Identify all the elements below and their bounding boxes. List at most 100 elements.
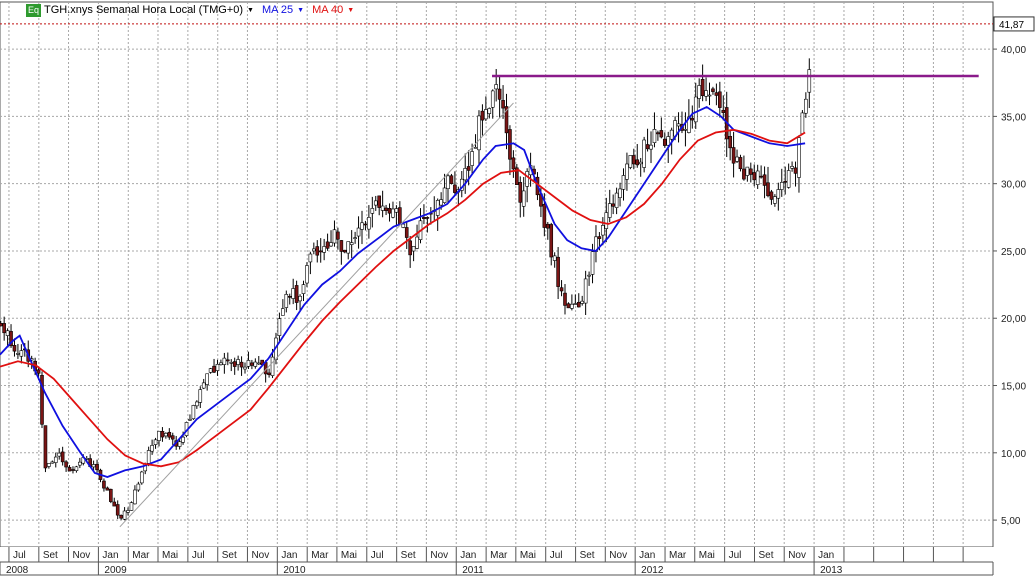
candle-up (693, 96, 698, 123)
candle-down (738, 157, 743, 170)
candle-down (363, 223, 368, 226)
candle-down (315, 246, 320, 256)
candle-down (102, 480, 106, 489)
candle-up (301, 284, 306, 294)
candle-down (721, 109, 726, 113)
candle-down (711, 88, 715, 92)
candle-down (170, 435, 175, 440)
x-tick-label: Mai (341, 550, 357, 561)
ma40-label[interactable]: MA 40 (312, 4, 344, 16)
ma40-line (0, 128, 806, 468)
x-tick-label: Set (759, 550, 774, 561)
candle-down (2, 323, 6, 334)
candle-down (71, 469, 75, 471)
candle-down (425, 217, 430, 219)
last-price-box (993, 16, 1035, 32)
candle-down (549, 224, 554, 258)
x-tick-label: Jul (192, 550, 205, 561)
candle-up (735, 156, 739, 162)
candle-up (19, 350, 24, 357)
candle-up (797, 137, 801, 178)
equity-badge[interactable]: Eq (26, 3, 42, 17)
candle-up (484, 109, 488, 120)
instrument-label[interactable]: TGH.xnys Semanal Hora Local (TMG+0) (44, 4, 243, 16)
x-tick-label: Nov (430, 550, 448, 561)
candle-up (16, 353, 20, 355)
x-tick-label: Jul (729, 550, 742, 561)
y-tick-label: 25,00 (1001, 247, 1026, 258)
x-tick-label: Nov (609, 550, 627, 561)
candle-up (332, 229, 337, 244)
candle-up (807, 69, 812, 93)
candle-up (208, 368, 213, 373)
candle-up (308, 253, 313, 263)
candle-down (36, 369, 41, 374)
candle-down (226, 359, 230, 362)
candle-down (769, 191, 774, 200)
candle-up (642, 139, 646, 168)
candle-up (236, 359, 240, 365)
candle-down (714, 92, 719, 96)
candle-up (391, 208, 395, 218)
candle-up (291, 288, 295, 299)
ma25-label[interactable]: MA 25 (261, 4, 294, 16)
candle-up (284, 294, 289, 308)
candle-up (146, 450, 151, 464)
candle-down (408, 240, 412, 256)
candle-up (800, 112, 805, 135)
x-tick-label: Set (580, 550, 595, 561)
candle-up (604, 212, 609, 229)
candle-down (318, 250, 323, 253)
candle-down (119, 514, 123, 519)
ma40-dropdown-icon[interactable]: ▼ (347, 6, 355, 14)
candle-up (446, 175, 450, 189)
candle-down (267, 372, 271, 376)
candle-down (545, 223, 550, 229)
candle-down (748, 168, 753, 175)
candle-down (64, 461, 68, 468)
candle-up (790, 166, 794, 169)
candle-up (201, 382, 206, 389)
candle-down (783, 180, 788, 183)
candle-up (683, 129, 688, 131)
candle-up (129, 502, 134, 511)
candle-up (150, 445, 154, 452)
candle-down (453, 184, 457, 193)
y-tick-label: 5,00 (1001, 516, 1021, 527)
x-tick-label: Mai (699, 550, 715, 561)
ma25-dropdown-icon[interactable]: ▼ (297, 6, 305, 14)
candle-up (590, 251, 595, 275)
candle-down (404, 227, 409, 238)
x-tick-label: Mar (669, 550, 687, 561)
instrument-dropdown-icon[interactable]: ▼ (247, 6, 254, 14)
candle-down (449, 175, 454, 184)
candle-up (153, 439, 158, 445)
candle-down (115, 504, 120, 516)
candle-up (704, 90, 708, 97)
candle-down (793, 167, 798, 174)
candle-up (277, 318, 282, 336)
candle-up (74, 466, 79, 471)
candle-down (556, 256, 560, 287)
candle-up (380, 205, 385, 211)
candle-up (356, 227, 361, 237)
x-tick-label: Nov (251, 550, 269, 561)
candle-down (504, 106, 509, 134)
candle-up (91, 464, 96, 468)
candle-down (632, 155, 636, 165)
y-tick-label: 35,00 (1001, 112, 1026, 123)
candle-up (353, 237, 357, 239)
candle-down (95, 463, 99, 471)
candle-up (191, 405, 196, 420)
candle-up (621, 175, 626, 190)
candle-up (755, 170, 760, 185)
candle-down (511, 157, 516, 170)
candle-up (322, 246, 326, 253)
candle-up (442, 187, 447, 203)
candle-down (742, 168, 746, 180)
candle-down (12, 345, 17, 352)
candle-up (177, 441, 182, 447)
candle-up (5, 330, 10, 336)
candle-up (53, 456, 58, 463)
